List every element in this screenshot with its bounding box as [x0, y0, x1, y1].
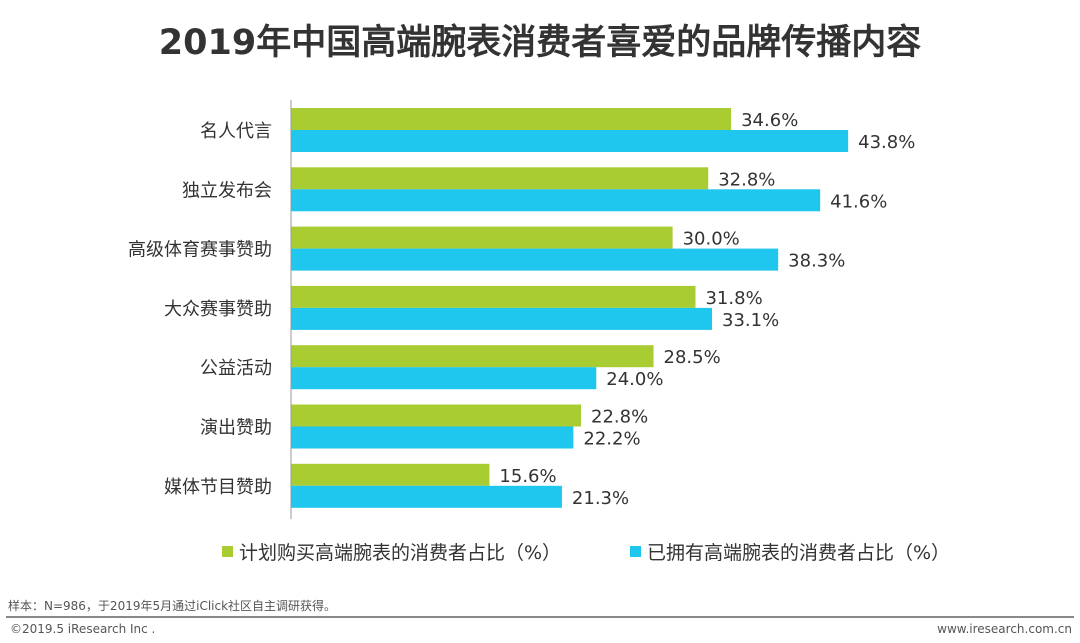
website-link[interactable]: www.iresearch.com.cn: [937, 622, 1072, 636]
bar-chart: 名人代言 34.6% 43.8% 独立发布会 32.8% 41.6% 高级体育赛事赞助 30.…: [128, 100, 915, 520]
data-label: 31.8%: [705, 288, 762, 309]
chart-title: 2019年中国高端腕表消费者喜爱的品牌传播内容: [158, 23, 922, 63]
bar-owned: [291, 485, 562, 508]
data-label: 32.8%: [718, 169, 775, 190]
bar-owned: [291, 426, 574, 449]
data-label: 21.3%: [572, 488, 629, 509]
bar-owned: [291, 189, 821, 212]
bar-planned: [291, 108, 732, 130]
data-label: 22.8%: [591, 407, 648, 428]
legend-label-planned: 计划购买高端腕表的消费者占比（%）: [239, 542, 562, 564]
bar-owned: [291, 367, 597, 390]
data-label: 34.6%: [741, 110, 798, 131]
data-label: 43.8%: [858, 132, 915, 153]
data-label: 33.1%: [722, 310, 779, 331]
legend-swatch-owned: [630, 546, 641, 557]
legend-item-owned: 已拥有高端腕表的消费者占比（%）: [630, 538, 950, 565]
category-label: 公益活动: [200, 358, 272, 379]
category-label: 媒体节目赞助: [164, 477, 272, 498]
footer-divider: [6, 616, 1074, 618]
bar-planned: [291, 463, 490, 486]
copyright: ©2019.5 iResearch Inc .: [10, 622, 156, 636]
bar-owned: [291, 130, 849, 152]
category-label: 名人代言: [200, 121, 272, 142]
data-label: 41.6%: [830, 191, 887, 212]
data-label: 28.5%: [664, 347, 721, 368]
data-label: 30.0%: [683, 229, 740, 250]
bar-planned: [291, 345, 654, 368]
bar-owned: [291, 248, 779, 271]
data-label: 22.2%: [583, 429, 640, 450]
data-label: 24.0%: [606, 369, 663, 390]
data-label: 15.6%: [499, 466, 556, 487]
category-label: 演出赞助: [200, 418, 272, 439]
bar-planned: [291, 285, 696, 308]
sample-note: 样本：N=986，于2019年5月通过iClick社区自主调研获得。: [8, 599, 337, 613]
legend-item-planned: 计划购买高端腕表的消费者占比（%）: [222, 538, 561, 565]
category-label: 独立发布会: [182, 180, 272, 201]
bar-planned: [291, 167, 709, 190]
legend-swatch-planned: [222, 546, 233, 557]
data-label: 38.3%: [788, 251, 845, 272]
bar-planned: [291, 404, 582, 427]
bar-planned: [291, 226, 673, 249]
legend-label-owned: 已拥有高端腕表的消费者占比（%）: [647, 542, 951, 564]
category-label: 高级体育赛事赞助: [128, 240, 272, 261]
bar-owned: [291, 307, 713, 330]
category-label: 大众赛事赞助: [164, 299, 272, 320]
